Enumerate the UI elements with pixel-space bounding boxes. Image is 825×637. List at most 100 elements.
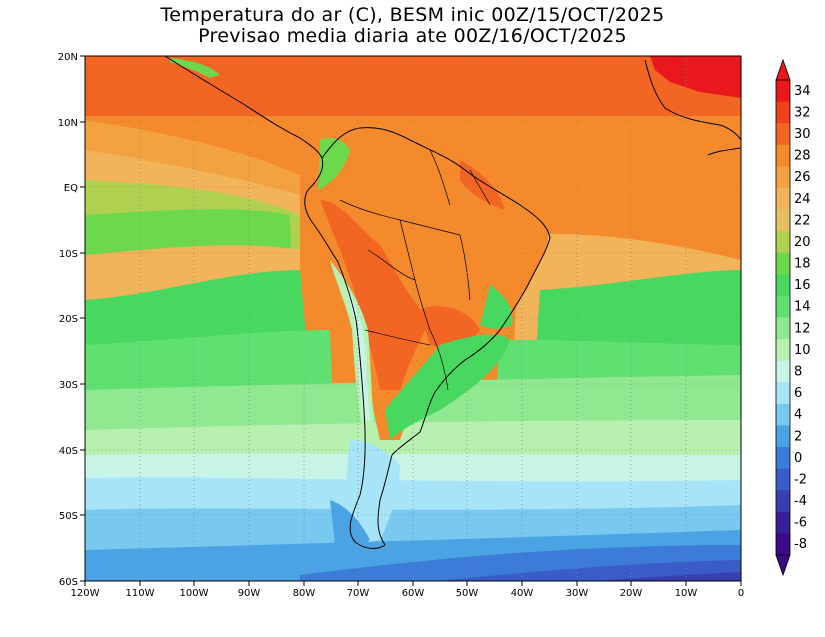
colorbar-label: 8 <box>794 364 802 379</box>
field-andes-coldest <box>345 285 370 420</box>
field-patagonia-sky <box>346 440 400 545</box>
border-g <box>429 149 451 206</box>
border-e <box>429 329 449 391</box>
colorbar-label: -6 <box>794 516 807 531</box>
lon-label-70w: 70W <box>347 588 370 599</box>
axis-ticks <box>80 55 742 586</box>
lat-label-20s: 20S <box>59 314 78 325</box>
colorbar-swatch <box>776 490 790 513</box>
colorbar-swatch <box>776 123 790 146</box>
colorbar-label: 30 <box>794 127 811 142</box>
colorbar-outline <box>775 79 791 556</box>
colorbar-swatch <box>776 468 790 491</box>
colorbar-swatch <box>776 187 790 211</box>
field-continent-orange <box>300 128 549 440</box>
colorbar-swatch <box>776 511 790 534</box>
colorbar-label: 18 <box>794 257 811 272</box>
coastline-africa <box>644 59 742 141</box>
colorbar-label: 14 <box>794 300 811 315</box>
colorbar-swatch <box>776 403 790 426</box>
colorbar-label: 16 <box>794 278 811 293</box>
lon-label-110w: 110W <box>126 588 155 599</box>
field-band-blue-dark <box>437 560 741 581</box>
field-central-america-green <box>170 58 220 78</box>
lat-label-10n: 10N <box>58 118 78 129</box>
lat-label-10s: 10S <box>59 249 78 260</box>
lon-labels: 120W 110W 100W 90W 80W 70W 60W 50W 40W 3… <box>71 588 745 599</box>
border-f <box>364 329 431 346</box>
lon-label-60w: 60W <box>402 588 425 599</box>
colorbar-label: 20 <box>794 235 811 250</box>
lat-label-60s: 60S <box>59 577 78 588</box>
lon-label-10w: 10W <box>675 588 698 599</box>
colorbar-label: 4 <box>794 408 802 423</box>
colorbar-swatch <box>776 295 790 318</box>
border-d <box>367 249 416 281</box>
lon-label-0: 0 <box>738 588 744 599</box>
lon-label-100w: 100W <box>180 588 209 599</box>
field-chaco-warm <box>420 306 480 347</box>
colorbar-label: -4 <box>794 494 807 509</box>
map-title-line1: Temperatura do ar (C), BESM inic 00Z/15/… <box>160 4 665 26</box>
colorbar-label: 26 <box>794 170 811 185</box>
colorbar-swatch <box>776 447 790 470</box>
lat-label-40s: 40S <box>59 446 78 457</box>
colorbar-swatch <box>776 144 790 167</box>
colorbar-label: 34 <box>794 84 811 99</box>
colorbar-label: 24 <box>794 192 811 207</box>
colorbar-swatch <box>776 425 790 448</box>
colorbar-swatch <box>776 339 790 362</box>
colorbar-swatch <box>776 382 790 405</box>
colorbar-label: 12 <box>794 321 811 336</box>
lon-label-80w: 80W <box>293 588 316 599</box>
field-andes-warm <box>320 200 430 390</box>
colorbar-label: 2 <box>794 429 802 444</box>
field-band-indigo <box>600 572 741 581</box>
colorbar-label: 6 <box>794 386 802 401</box>
lat-label-30s: 30S <box>59 380 78 391</box>
coastline-east <box>321 127 551 546</box>
colorbar-swatch <box>776 533 790 556</box>
colorbar-top-arrow <box>775 58 791 81</box>
field-colombia-green <box>318 138 350 190</box>
colorbar-swatch <box>776 252 790 275</box>
map-title-line2: Previsao media diaria ate 00Z/16/OCT/202… <box>198 25 627 47</box>
border-h <box>469 169 491 206</box>
colorbar-label: -2 <box>794 472 807 487</box>
colorbar-bottom-arrow <box>775 554 791 577</box>
field-hot-africa <box>650 56 741 98</box>
coastlines <box>164 55 742 549</box>
colorbar-label: 28 <box>794 149 811 164</box>
lat-label-20n: 20N <box>58 52 78 63</box>
lat-labels: 20N 10N EQ 10S 20S 30S 40S 50S 60S <box>58 52 78 588</box>
colorbar-swatch <box>776 101 790 124</box>
colorbar-swatch <box>776 166 790 189</box>
colorbar-label: 10 <box>794 343 811 358</box>
lat-label-50s: 50S <box>59 511 78 522</box>
colorbar-swatch <box>776 360 790 383</box>
graticule <box>85 56 741 581</box>
colorbar-label: 32 <box>794 105 811 120</box>
colorbar-swatch <box>776 231 790 254</box>
colorbar-swatch <box>776 317 790 340</box>
lon-label-120w: 120W <box>71 588 100 599</box>
lon-label-50w: 50W <box>456 588 479 599</box>
lon-label-20w: 20W <box>620 588 643 599</box>
border-c <box>459 234 471 301</box>
lon-label-40w: 40W <box>511 588 534 599</box>
field-coast-green <box>480 285 513 329</box>
lon-label-30w: 30W <box>566 588 589 599</box>
colorbar-swatch <box>776 80 790 103</box>
coastline-west <box>164 55 386 549</box>
lon-label-90w: 90W <box>238 588 261 599</box>
colorbar-label: -8 <box>794 537 807 552</box>
coastline-africa-gulf <box>707 147 741 156</box>
lat-label-eq: EQ <box>64 183 78 194</box>
country-borders <box>339 149 491 391</box>
colorbar-swatch <box>776 274 790 297</box>
colorbar-swatch <box>776 209 790 232</box>
colorbar-label: 22 <box>794 213 811 228</box>
colorbar-label: 0 <box>794 451 802 466</box>
